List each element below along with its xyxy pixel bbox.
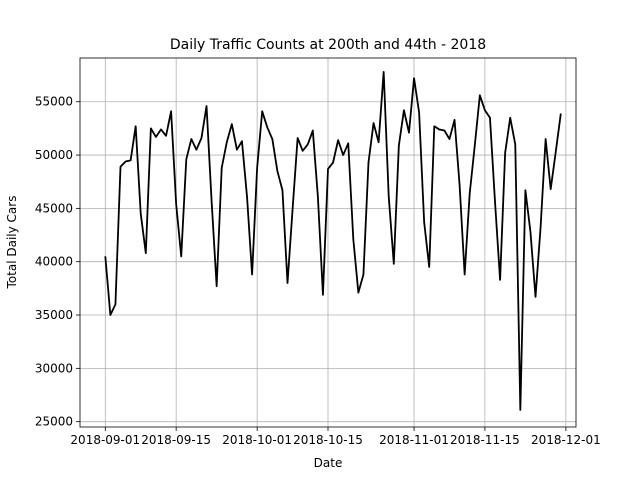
chart-title: Daily Traffic Counts at 200th and 44th -… (170, 37, 486, 53)
y-axis-ticks: 25000 30000 35000 40000 45000 50000 55000 (35, 95, 80, 429)
y-axis-label: Total Daily Cars (5, 196, 19, 290)
x-tick-label: 2018-09-01 (70, 433, 140, 447)
y-tick-label: 25000 (35, 415, 73, 429)
x-tick-label: 2018-11-01 (379, 433, 449, 447)
y-tick-label: 35000 (35, 308, 73, 322)
x-tick-label: 2018-10-15 (293, 433, 363, 447)
x-tick-label: 2018-12-01 (531, 433, 601, 447)
x-tick-label: 2018-11-15 (450, 433, 520, 447)
y-tick-label: 55000 (35, 95, 73, 109)
x-tick-label: 2018-09-15 (141, 433, 211, 447)
y-tick-label: 40000 (35, 255, 73, 269)
x-tick-label: 2018-10-01 (222, 433, 292, 447)
plot-frame (79, 57, 577, 428)
y-tick-label: 50000 (35, 148, 73, 162)
y-tick-label: 45000 (35, 201, 73, 215)
x-axis-ticks: 2018-09-01 2018-09-15 2018-10-01 2018-10-15… (70, 427, 601, 447)
grid (80, 58, 576, 427)
x-axis-label: Date (314, 456, 343, 470)
y-tick-label: 30000 (35, 361, 73, 375)
series-line (104, 70, 562, 411)
